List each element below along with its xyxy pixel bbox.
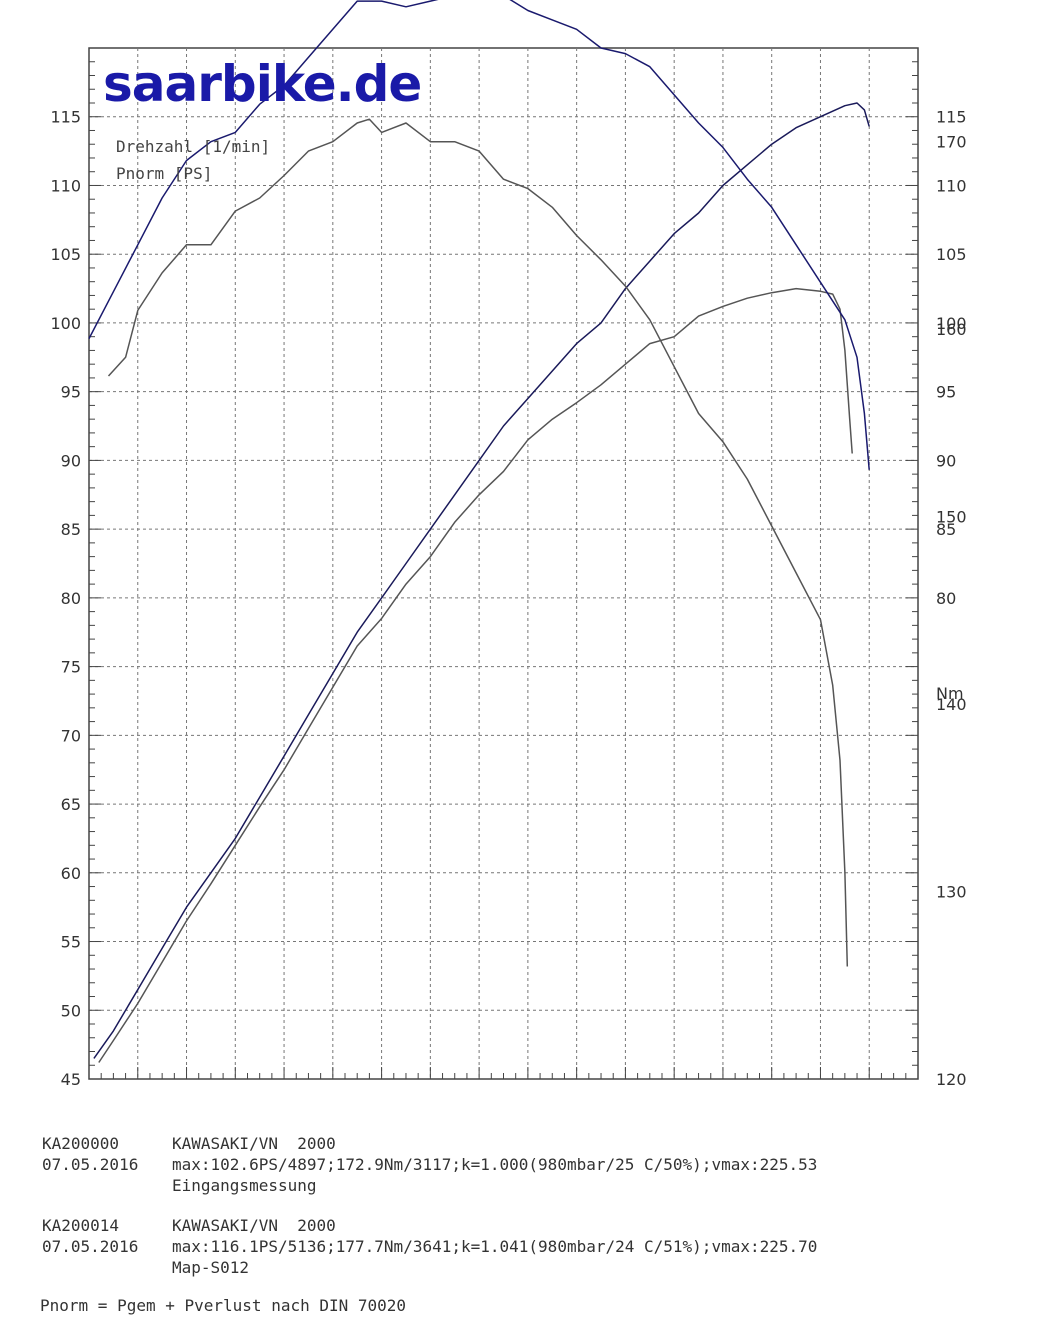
y-right-power-tick-label: 115 — [936, 108, 967, 127]
y-left-tick-label: 50 — [61, 1001, 81, 1020]
series-line-4 — [107, 118, 849, 967]
y-left-tick-label: 105 — [50, 245, 81, 264]
y-left-tick-label: 90 — [61, 451, 81, 470]
run-2-note: Map-S012 — [172, 1258, 250, 1277]
x-tick-label: 4400 — [654, 1087, 695, 1090]
x-tick-label: 2200 — [117, 1087, 158, 1090]
x-tick-label: 3400 — [410, 1087, 451, 1090]
run-2-details: max:116.1PS/5136;177.7Nm/3641;k=1.041(98… — [172, 1237, 818, 1256]
dyno-chart: 2000 2200 2400 2600 2800 3000 3200 3400 3600 3800… — [50, 0, 967, 1090]
y-left-tick-label: 70 — [61, 726, 81, 745]
x-tick-label: 3000 — [312, 1087, 353, 1090]
x-tick-label: 2800 — [264, 1087, 305, 1090]
x-tick-label: 4200 — [605, 1087, 646, 1090]
y-left-tick-label: 115 — [50, 108, 81, 127]
grid-lines — [89, 48, 918, 1079]
y-left-tick-label: 60 — [61, 864, 81, 883]
run-2-date: 07.05.2016 — [42, 1237, 139, 1256]
y-left-tick-label: 110 — [50, 176, 81, 195]
x-tick-label: 3800 — [508, 1087, 549, 1090]
y-right-torque-tick-label: 130 — [936, 883, 967, 902]
x-tick-label: 4600 — [703, 1087, 744, 1090]
series-line-3 — [88, 0, 870, 470]
y-left-tick-label: 65 — [61, 795, 81, 814]
y-right-power-tick-label: 105 — [936, 245, 967, 264]
x-tick-label: 2400 — [166, 1087, 207, 1090]
run-1-date: 07.05.2016 — [42, 1155, 139, 1174]
y-right-power-tick-label: 80 — [936, 589, 956, 608]
y-left-tick-label: 80 — [61, 589, 81, 608]
y-left-tick-label: 85 — [61, 520, 81, 539]
y-right-power-tick-label: 110 — [936, 176, 967, 195]
y-left-tick-label: 55 — [61, 933, 81, 952]
y-right-torque-tick-label: 120 — [936, 1070, 967, 1089]
y-axis-right-tick-labels: 80 85 90 95 100 105 110 115 120 130 140 150 160 170 — [936, 108, 967, 1089]
y-right-power-tick-label: 100 — [936, 314, 967, 333]
run-1-note: Eingangsmessung — [172, 1176, 317, 1195]
run-2-vehicle: KAWASAKI/VN 2000 — [172, 1216, 336, 1235]
series-line-2 — [98, 287, 853, 1063]
y-right-power-tick-label: 90 — [936, 451, 956, 470]
plot-area — [88, 47, 919, 1080]
run-1-vehicle: KAWASAKI/VN 2000 — [172, 1134, 336, 1153]
y-right-torque-tick-label: 140 — [936, 695, 967, 714]
x-tick-label: 2600 — [215, 1087, 256, 1090]
run-1-id: KA200000 — [42, 1134, 120, 1153]
series-line-1 — [93, 102, 870, 1059]
run-2-id: KA200014 — [42, 1216, 120, 1235]
torque-unit-label: Nm — [936, 684, 964, 703]
minor-tick-marks — [88, 47, 919, 1080]
x-axis-tick-labels: 2000 2200 2400 2600 2800 3000 3200 3400 3600 3800… — [69, 1087, 939, 1090]
x-tick-label: 4800 — [751, 1087, 792, 1090]
y-right-torque-tick-label: 150 — [936, 508, 967, 527]
x-tick-label: 4000 — [556, 1087, 597, 1090]
y-right-torque-tick-label: 160 — [936, 320, 967, 339]
series-lines — [88, 0, 870, 1063]
y-left-tick-label: 45 — [61, 1070, 81, 1089]
footnote: Pnorm = Pgem + Pverlust nach DIN 70020 — [40, 1296, 407, 1315]
x-tick-label: 3600 — [459, 1087, 500, 1090]
legend-entry-power: Pnorm [PS] — [116, 164, 212, 183]
y-right-torque-tick-label: 170 — [936, 133, 967, 152]
y-left-tick-label: 100 — [50, 314, 81, 333]
x-tick-label: 3200 — [361, 1087, 402, 1090]
y-axis-left-tick-labels: 45 50 55 60 65 70 75 80 85 90 95 100 105 110 115 — [50, 108, 81, 1089]
run-1-details: max:102.6PS/4897;172.9Nm/3117;k=1.000(98… — [172, 1155, 818, 1174]
x-tick-label: 5200 — [849, 1087, 890, 1090]
x-tick-label: 2000 — [69, 1087, 110, 1090]
x-tick-label: 5400 — [898, 1087, 939, 1090]
y-left-tick-label: 75 — [61, 658, 81, 677]
legend-entry-rpm: Drehzahl [1/min] — [116, 137, 270, 156]
y-right-power-tick-label: 85 — [936, 520, 956, 539]
brand-logo: saarbike.de — [103, 55, 421, 113]
x-tick-label: 5000 — [800, 1087, 841, 1090]
y-left-tick-label: 95 — [61, 383, 81, 402]
y-right-power-tick-label: 95 — [936, 383, 956, 402]
